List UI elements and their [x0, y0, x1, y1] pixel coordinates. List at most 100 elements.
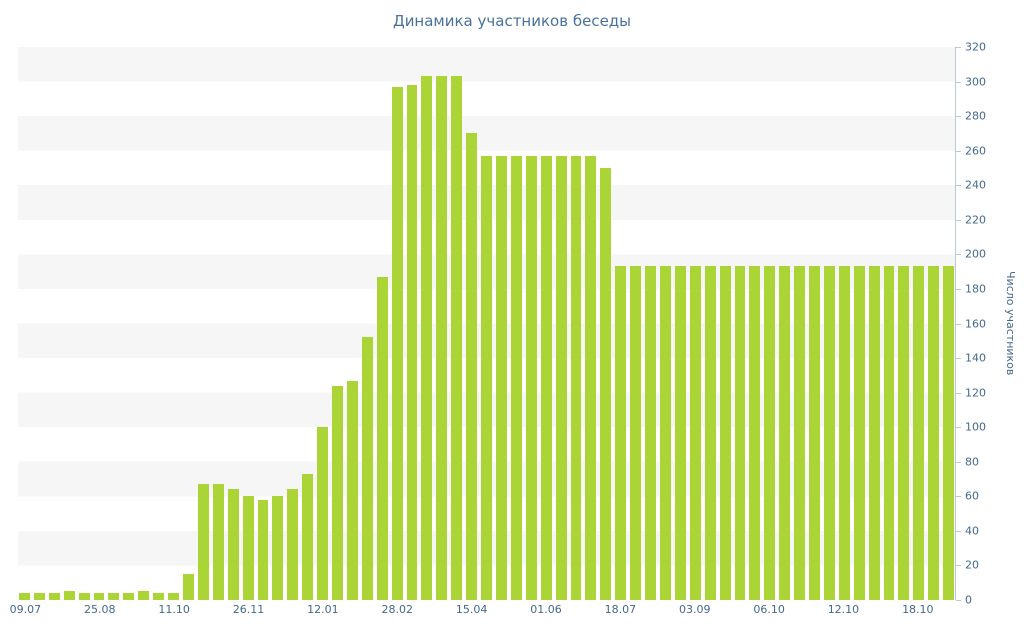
bar[interactable]: [93, 593, 105, 600]
bar[interactable]: [302, 473, 314, 600]
bar[interactable]: [123, 593, 135, 600]
x-axis-labels: 09.07 25.08 11.10 26.11 12.01 28.02 15.04 01.06…: [0, 603, 1024, 619]
bar[interactable]: [153, 593, 165, 600]
bar[interactable]: [868, 266, 880, 600]
bar[interactable]: [48, 593, 60, 600]
bar[interactable]: [734, 266, 746, 600]
y-tick-mark: [956, 565, 961, 567]
bar[interactable]: [615, 266, 627, 600]
bar[interactable]: [600, 167, 612, 600]
x-tick-label: 01.06: [530, 603, 562, 616]
bar[interactable]: [481, 155, 492, 600]
bar[interactable]: [406, 85, 418, 600]
y-tick-mark: [956, 254, 961, 256]
y-tick-label: 0: [965, 593, 972, 607]
bar[interactable]: [510, 155, 522, 600]
plot-area: [18, 47, 955, 600]
bar[interactable]: [436, 76, 448, 600]
bar[interactable]: [376, 276, 388, 600]
bar[interactable]: [853, 266, 865, 600]
bar[interactable]: [525, 155, 537, 600]
bar[interactable]: [659, 266, 671, 600]
y-tick-label: 320: [965, 40, 986, 54]
x-tick-label: 25.08: [84, 603, 116, 616]
bar[interactable]: [898, 266, 910, 600]
bar[interactable]: [779, 266, 791, 600]
bar[interactable]: [764, 266, 776, 600]
bar[interactable]: [391, 86, 403, 600]
y-tick-mark: [956, 496, 961, 498]
y-tick-mark: [956, 150, 961, 152]
x-tick-label: 18.10: [902, 603, 934, 616]
bar[interactable]: [33, 593, 45, 600]
y-axis-title: Число участников: [1004, 271, 1017, 376]
bars-container: [18, 47, 955, 600]
bar[interactable]: [182, 574, 194, 600]
x-tick-label: 28.02: [381, 603, 414, 616]
bar[interactable]: [108, 593, 120, 600]
x-tick-label: 03.09: [678, 603, 711, 616]
bar[interactable]: [332, 385, 343, 600]
y-tick-mark: [956, 530, 961, 532]
y-tick-label: 200: [965, 247, 986, 261]
bar[interactable]: [212, 484, 224, 600]
y-tick-mark: [956, 219, 961, 221]
bar[interactable]: [78, 593, 90, 600]
bar[interactable]: [361, 337, 373, 600]
bar[interactable]: [689, 266, 701, 600]
chart-title: Динамика участников беседы: [392, 12, 632, 30]
bar[interactable]: [496, 155, 507, 600]
y-tick-mark: [956, 185, 961, 187]
bar[interactable]: [317, 427, 329, 600]
x-tick-label: 12.10: [827, 603, 860, 616]
bar[interactable]: [466, 133, 478, 600]
bar[interactable]: [287, 489, 299, 600]
x-tick-label: 11.10: [158, 603, 190, 616]
bar[interactable]: [451, 76, 463, 600]
y-tick-mark: [956, 323, 961, 325]
bar[interactable]: [645, 266, 656, 600]
bar[interactable]: [63, 591, 75, 600]
bar[interactable]: [883, 266, 895, 600]
bar[interactable]: [272, 496, 284, 600]
y-tick-mark: [956, 461, 961, 463]
y-tick-mark: [956, 288, 961, 290]
y-tick-mark: [956, 427, 961, 429]
y-tick-label: 300: [965, 75, 986, 89]
y-tick-mark: [956, 47, 961, 48]
bar[interactable]: [346, 380, 358, 600]
bar[interactable]: [928, 266, 940, 600]
bar[interactable]: [809, 266, 820, 600]
bar[interactable]: [257, 499, 269, 600]
bar[interactable]: [719, 266, 731, 600]
bar[interactable]: [555, 155, 567, 600]
bar[interactable]: [913, 266, 925, 600]
y-tick-label: 80: [965, 455, 979, 469]
bar[interactable]: [197, 484, 209, 600]
bar[interactable]: [674, 266, 686, 600]
bar[interactable]: [138, 591, 150, 600]
x-tick-label: 06.10: [753, 603, 785, 616]
y-tick-mark: [956, 358, 961, 360]
bar[interactable]: [630, 266, 642, 600]
bar[interactable]: [570, 155, 582, 600]
bar[interactable]: [227, 489, 239, 600]
x-tick-label: 26.11: [232, 603, 265, 616]
bar[interactable]: [823, 266, 835, 600]
y-tick-label: 180: [965, 282, 986, 296]
bar[interactable]: [704, 266, 716, 600]
bar[interactable]: [242, 496, 254, 600]
bar[interactable]: [19, 593, 30, 600]
bar[interactable]: [168, 593, 179, 600]
bar[interactable]: [749, 266, 761, 600]
y-tick-label: 140: [965, 351, 986, 365]
bar[interactable]: [794, 266, 806, 600]
y-tick-label: 120: [965, 386, 986, 400]
bar[interactable]: [943, 266, 955, 600]
bar[interactable]: [540, 155, 552, 600]
y-tick-mark: [956, 81, 961, 83]
bar[interactable]: [421, 76, 433, 600]
bar[interactable]: [585, 155, 597, 600]
bar[interactable]: [838, 266, 850, 600]
